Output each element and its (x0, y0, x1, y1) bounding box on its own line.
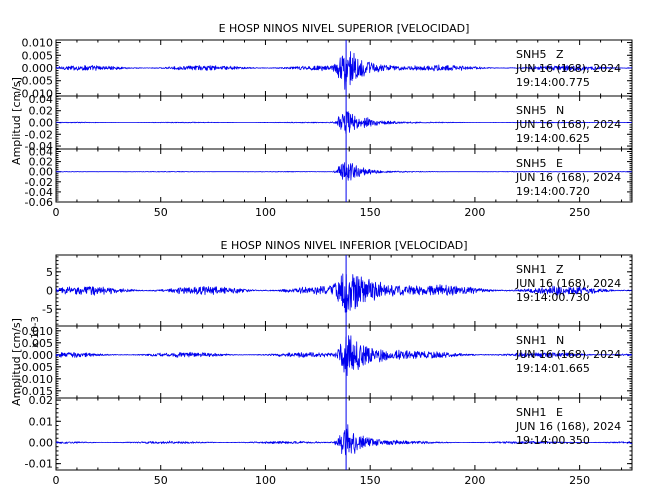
chart-2: E HOSP NINOS NIVEL INFERIOR [VELOCIDAD] A… (10, 239, 633, 487)
y-tick-label: -0.005 (18, 361, 53, 374)
waveform-trace (55, 51, 633, 90)
x-tick-label: 250 (569, 474, 590, 487)
y-tick-label: 5 (46, 266, 53, 279)
y-tick-label: 0.000 (22, 349, 54, 362)
y-tick-label: -0.005 (18, 75, 53, 88)
y-tick-label: -0.010 (18, 373, 53, 386)
y-tick-label: 0.010 (22, 325, 54, 338)
station-code: SNH1 (516, 406, 546, 419)
y-tick-label: -0.02 (25, 128, 53, 141)
record-date: JUN 16 (168), 2024 (515, 118, 621, 131)
component-code: E (556, 157, 563, 170)
y-tick-label: -0.015 (18, 385, 53, 398)
y-tick-label: 0.010 (22, 37, 54, 50)
record-date: JUN 16 (168), 2024 (515, 348, 621, 361)
x-tick-label: 150 (360, 206, 381, 219)
y-tick-label: -0.04 (25, 140, 53, 153)
y-tick-label: 0.04 (29, 93, 54, 106)
waveform-trace (55, 273, 633, 313)
y-tick-label: -0.02 (25, 176, 53, 189)
component-code: E (556, 406, 563, 419)
y-tick-label: -5 (42, 303, 53, 316)
record-time: 19:14:00.720 (516, 185, 590, 198)
y-tick-label: 0.005 (22, 337, 54, 350)
record-time: 19:14:01.665 (516, 362, 590, 375)
chart-title: E HOSP NINOS NIVEL INFERIOR [VELOCIDAD] (221, 239, 468, 252)
record-date: JUN 16 (168), 2024 (515, 171, 621, 184)
record-date: JUN 16 (168), 2024 (515, 420, 621, 433)
component-code: Z (556, 263, 564, 276)
record-time: 19:14:00.350 (516, 434, 590, 447)
y-tick-label: 0.04 (29, 146, 54, 159)
y-tick-label: 0.02 (29, 394, 54, 407)
y-tick-label: -0.06 (25, 196, 53, 209)
y-tick-label: 0.02 (29, 156, 54, 169)
y-tick-label: 0.00 (29, 117, 54, 130)
x-tick-label: 200 (464, 206, 485, 219)
station-code: SNH1 (516, 263, 546, 276)
y-tick-label: -0.04 (25, 186, 53, 199)
waveform-trace (55, 335, 633, 376)
y-axis-label: Amplitud [cm/s] (10, 318, 23, 406)
x-tick-label: 50 (154, 474, 168, 487)
x-tick-label: 0 (53, 206, 60, 219)
station-code: SNH5 (516, 104, 546, 117)
station-code: SNH1 (516, 334, 546, 347)
y-tick-label: 0.00 (29, 436, 54, 449)
y-tick-label: 0.000 (22, 62, 54, 75)
x-tick-label: 0 (53, 474, 60, 487)
record-time: 19:14:00.730 (516, 291, 590, 304)
x-tick-label: 200 (464, 474, 485, 487)
station-code: SNH5 (516, 157, 546, 170)
waveform-trace (55, 162, 633, 181)
record-date: JUN 16 (168), 2024 (515, 277, 621, 290)
y-tick-label: 0.005 (22, 49, 54, 62)
x-tick-label: 100 (255, 474, 276, 487)
y-tick-label: 0.02 (29, 105, 54, 118)
y-tick-label: 0.01 (29, 415, 54, 428)
y-tick-label: -0.010 (18, 87, 53, 100)
x-tick-label: 250 (569, 206, 590, 219)
station-code: SNH5 (516, 48, 546, 61)
record-time: 19:14:00.775 (516, 76, 590, 89)
component-code: Z (556, 48, 564, 61)
waveform-trace (55, 111, 633, 134)
chart-title: E HOSP NINOS NIVEL SUPERIOR [VELOCIDAD] (219, 22, 470, 35)
x-tick-label: 100 (255, 206, 276, 219)
y-axis-label: Amplitud [cm/s] (10, 77, 23, 165)
component-code: N (556, 104, 564, 117)
x-tick-label: 50 (154, 206, 168, 219)
y-tick-label: 0.00 (29, 166, 54, 179)
record-date: JUN 16 (168), 2024 (515, 62, 621, 75)
x-tick-label: 150 (360, 474, 381, 487)
waveform-trace (55, 424, 633, 456)
y-multiplier-label: x 10-3 (30, 316, 41, 348)
component-code: N (556, 334, 564, 347)
record-time: 19:14:00.625 (516, 132, 590, 145)
y-tick-label: 0 (46, 285, 53, 298)
y-tick-label: -0.01 (25, 458, 53, 471)
chart-1: E HOSP NINOS NIVEL SUPERIOR [VELOCIDAD] A… (10, 22, 633, 219)
